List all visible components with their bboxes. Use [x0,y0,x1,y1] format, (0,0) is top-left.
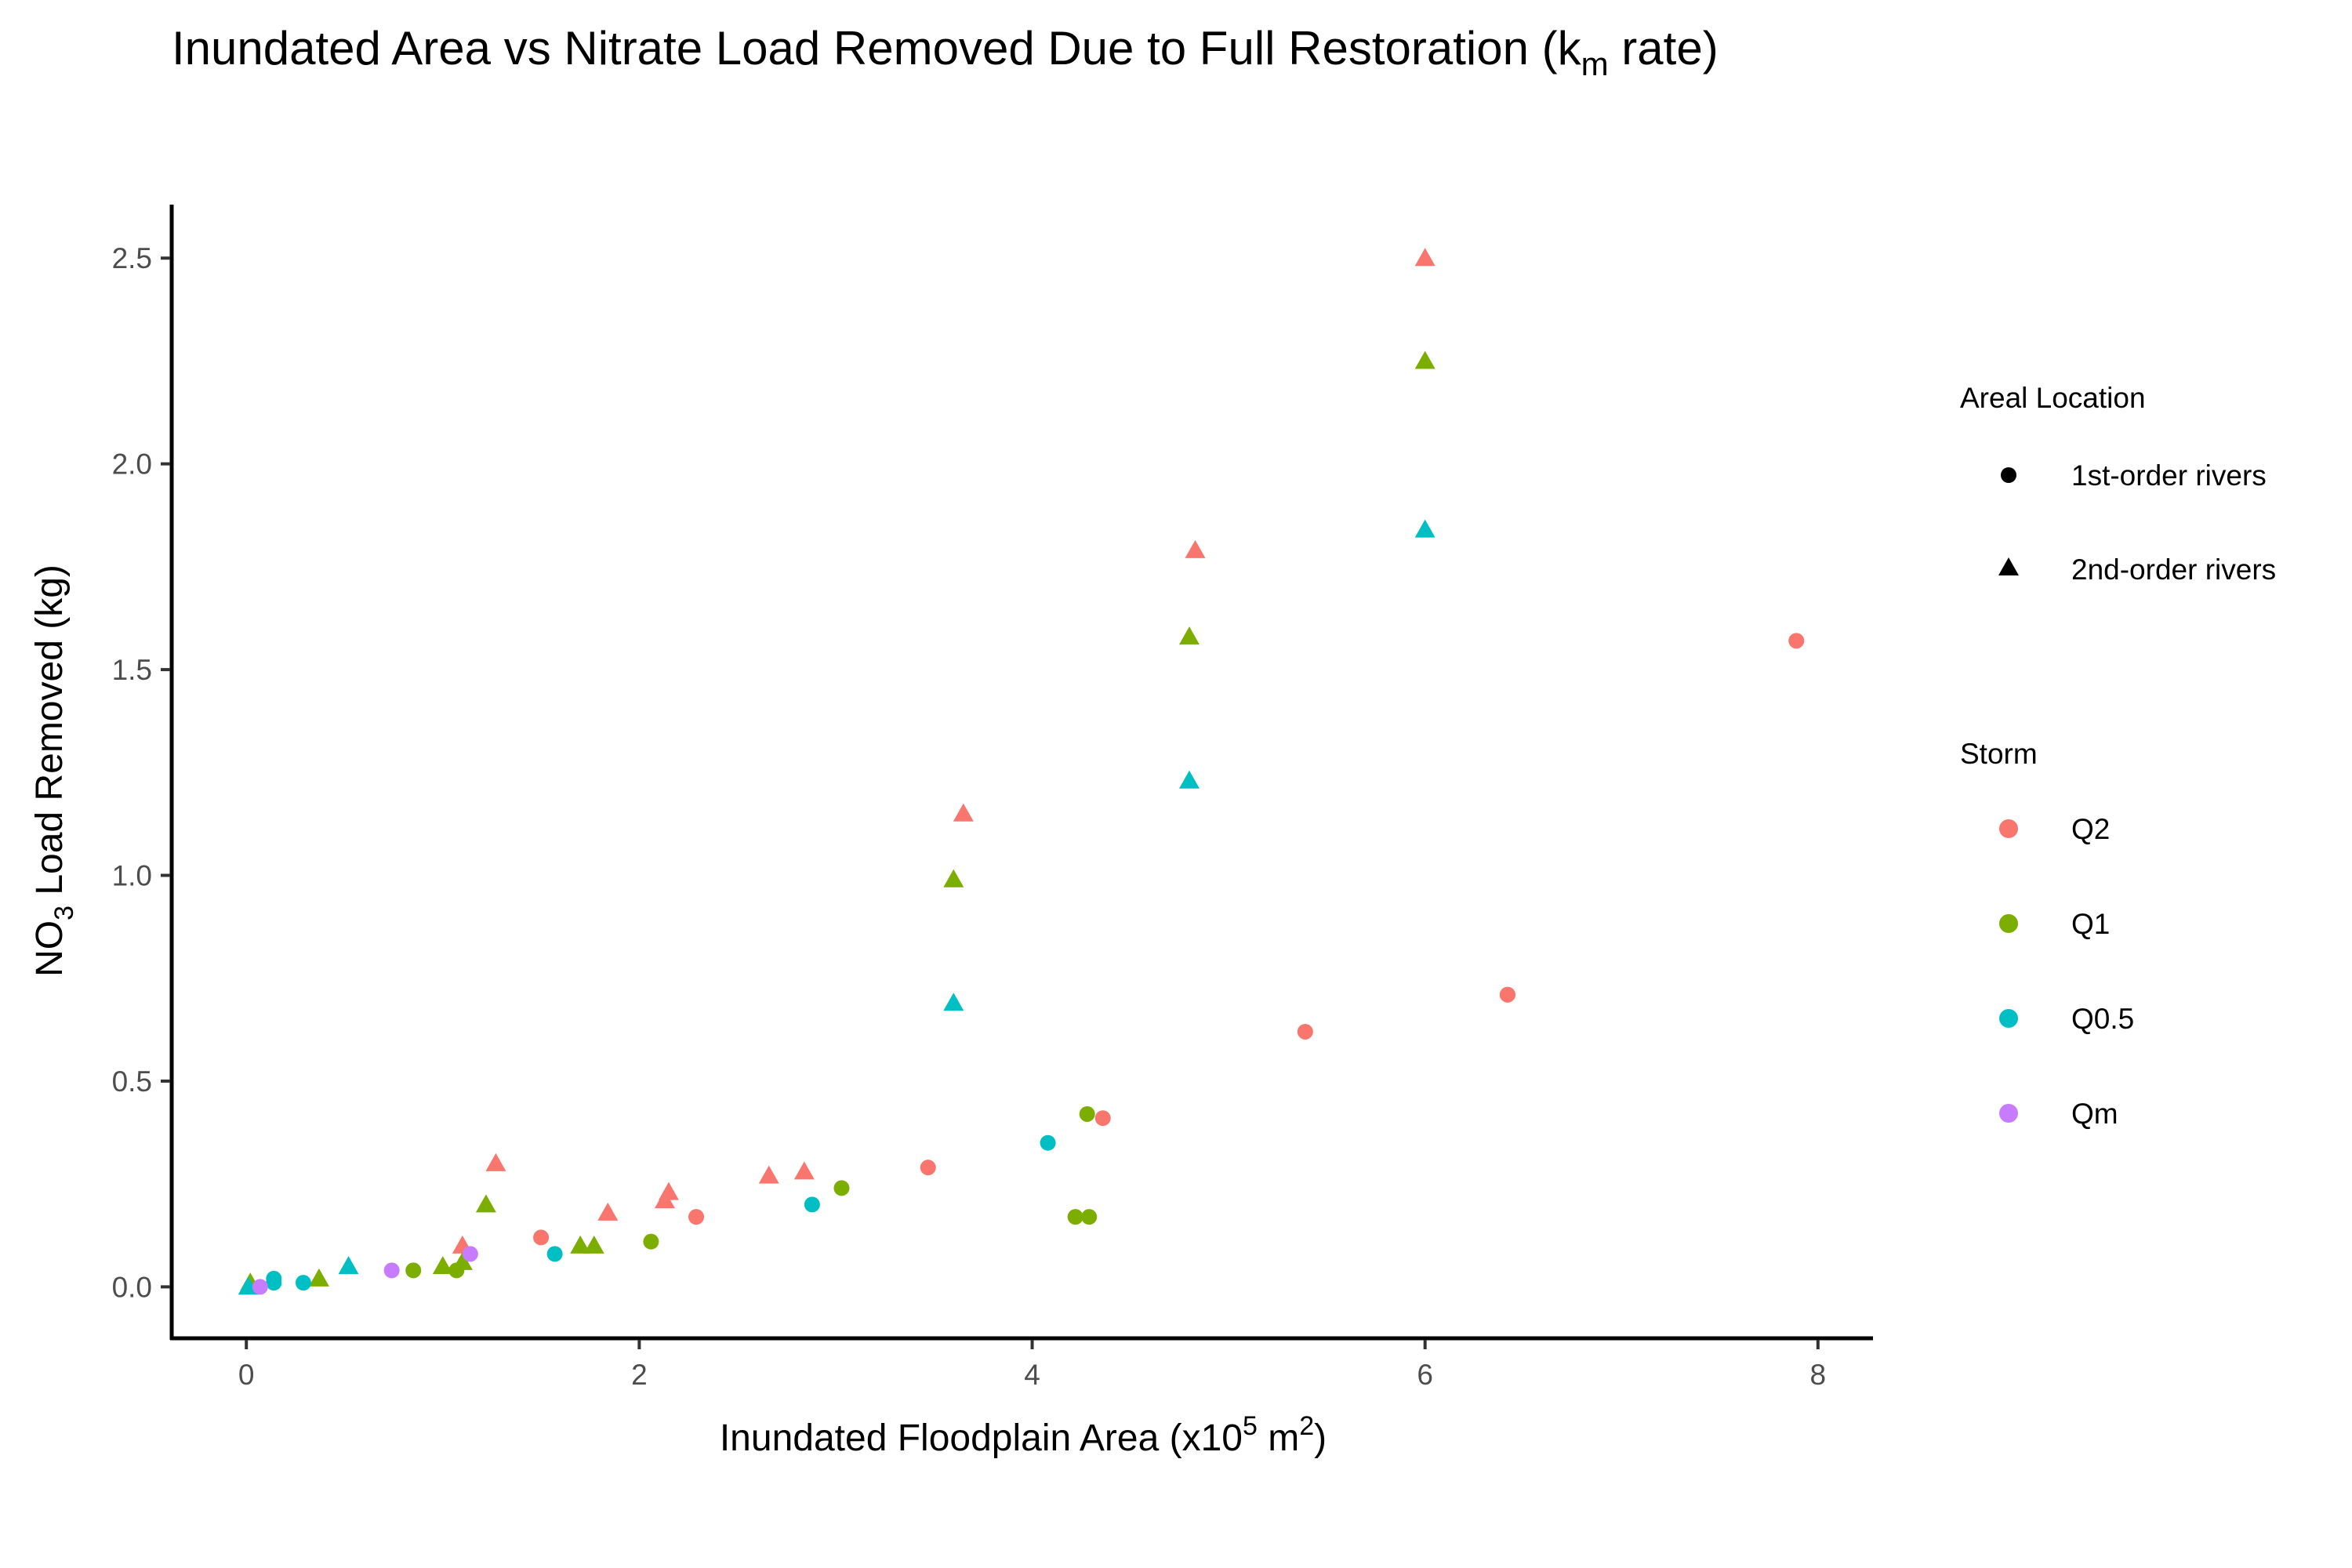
y-tick-label: 0.5 [112,1065,152,1098]
x-tick-label: 2 [631,1359,648,1391]
y-tick-label: 2.5 [112,242,152,274]
legend-circle-key [2001,467,2016,483]
data-point-circle-q2 [1499,986,1515,1003]
chart-title: Inundated Area vs Nitrate Load Removed D… [172,22,1719,82]
data-point-triangle-q2 [485,1152,506,1171]
data-point-triangle-q05 [338,1256,359,1275]
legend-shape-title: Areal Location [1960,382,2146,414]
legend-label-q05: Q0.5 [2071,1003,2134,1035]
legend-shape-label-2: 2nd-order rivers [2071,554,2276,586]
legend-key-q05 [1999,1009,2018,1028]
data-point-triangle-q1 [943,869,964,887]
data-point-circle-q05 [546,1246,563,1262]
data-point-triangle-q2 [1185,539,1206,558]
data-point-circle-qm [462,1246,478,1262]
data-point-circle-q1 [833,1180,850,1196]
data-point-circle-q05 [1040,1134,1056,1151]
legend-shape-label-1: 1st-order rivers [2071,459,2267,492]
data-point-triangle-q1 [475,1194,496,1213]
y-tick-label: 1.5 [112,654,152,686]
data-point-triangle-q2 [793,1161,815,1180]
y-axis-title: NO3 Load Removed (kg) [29,564,79,977]
y-tick-label: 1.0 [112,860,152,892]
data-point-triangle-q1 [1414,350,1436,369]
y-axis-ticks: 0.0 0.5 1.0 1.5 2.0 2.5 [112,242,170,1303]
data-point-circle-q2 [1297,1023,1313,1040]
x-tick-label: 8 [1810,1359,1827,1391]
legend-key-qm [1999,1104,2018,1123]
x-tick-label: 4 [1024,1359,1040,1391]
legend-triangle-key [1998,557,2019,575]
y-tick-label: 0.0 [112,1271,152,1303]
legend-label-q2: Q2 [2071,813,2110,845]
y-tick-label: 2.0 [112,448,152,481]
legend-key-q1 [1999,914,2018,933]
data-point-circle-qm [252,1279,268,1295]
data-point-triangle-q05 [1414,519,1436,538]
legend-key-q2 [1999,819,2018,838]
data-point-circle-q05 [266,1275,282,1291]
data-point-circle-q1 [1067,1209,1083,1225]
data-point-circle-q2 [688,1209,705,1225]
data-point-circle-qm [383,1262,400,1279]
axes [169,205,1873,1341]
legend-label-qm: Qm [2071,1098,2118,1130]
data-point-triangle-q1 [432,1256,453,1275]
data-points [238,248,1805,1295]
x-tick-label: 0 [238,1359,255,1391]
data-point-triangle-q05 [943,993,964,1011]
data-point-circle-q1 [448,1262,465,1279]
data-point-triangle-q1 [1178,626,1200,645]
x-axis-title: Inundated Floodplain Area (x105 m2) [720,1411,1327,1459]
data-point-circle-q2 [920,1160,936,1176]
data-point-triangle-q1 [570,1235,591,1254]
data-point-circle-q1 [1081,1209,1098,1225]
data-point-circle-q1 [1079,1105,1095,1122]
data-point-triangle-q2 [654,1190,675,1209]
legend-label-q1: Q1 [2071,908,2110,940]
data-point-circle-q05 [295,1275,311,1291]
x-tick-label: 6 [1417,1359,1433,1391]
data-point-circle-q1 [643,1233,659,1250]
legend: Areal Location 1st-order rivers 2nd-orde… [1960,382,2276,1130]
data-point-triangle-q2 [953,803,974,822]
legend-color-title: Storm [1960,738,2038,770]
x-axis-ticks: 0 2 4 6 8 [238,1340,1826,1391]
data-point-circle-q2 [1094,1110,1111,1127]
data-point-triangle-q2 [758,1165,779,1184]
data-point-triangle-q2 [1414,248,1436,267]
data-point-triangle-q1 [583,1235,604,1254]
data-point-triangle-q2 [597,1202,619,1221]
data-point-circle-q05 [804,1196,820,1213]
data-point-triangle-q1 [308,1268,329,1287]
data-point-circle-q2 [533,1229,550,1246]
data-point-triangle-q05 [1178,770,1200,789]
data-point-circle-q2 [1788,633,1805,649]
data-point-circle-q1 [405,1262,422,1279]
